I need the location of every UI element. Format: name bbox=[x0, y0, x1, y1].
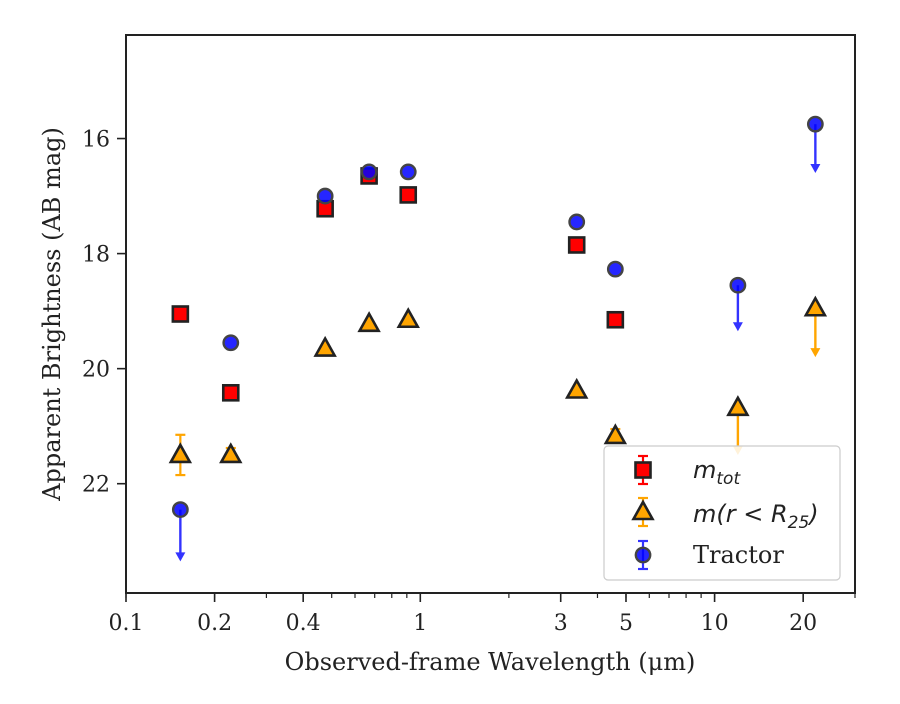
m-tot-point bbox=[567, 236, 586, 254]
y-axis-label: Apparent Brightness (AB mag) bbox=[38, 127, 66, 502]
y-tick-label: 18 bbox=[82, 243, 110, 268]
series-m-r25 bbox=[168, 295, 828, 477]
m-tot-point bbox=[399, 186, 418, 204]
x-tick-label: 10 bbox=[701, 611, 729, 636]
x-tick-label: 0.4 bbox=[286, 611, 321, 636]
m-r25-limit-arrow-head bbox=[810, 348, 821, 358]
y-tick-label: 16 bbox=[82, 128, 110, 153]
series-m-tot bbox=[171, 167, 625, 402]
x-tick-label: 1 bbox=[413, 611, 427, 636]
m-r25-point bbox=[219, 442, 243, 464]
tractor-point bbox=[171, 501, 189, 518]
tractor-point bbox=[222, 334, 240, 352]
y-tick-label: 20 bbox=[82, 358, 110, 383]
m-r25-point bbox=[803, 295, 828, 317]
tractor-limit-arrow-head bbox=[175, 552, 186, 562]
x-tick-label: 3 bbox=[554, 611, 568, 636]
m-r25-point bbox=[564, 377, 589, 399]
legend-label-m-tot: mtot bbox=[693, 456, 741, 489]
legend: mtot m(r < R25) Tractor bbox=[603, 445, 841, 581]
legend-label-m-r25: m(r < R25) bbox=[693, 500, 819, 533]
m-r25-point bbox=[603, 423, 628, 445]
tractor-limit-arrow-head bbox=[732, 322, 743, 332]
m-r25-point bbox=[313, 335, 337, 357]
x-tick-label: 5 bbox=[619, 611, 633, 636]
tractor-point bbox=[729, 276, 747, 294]
tractor-point bbox=[399, 163, 417, 181]
series-tractor bbox=[171, 115, 824, 562]
tractor-limit-arrow-head bbox=[810, 164, 821, 174]
m-r25-point bbox=[168, 442, 193, 464]
plot-frame bbox=[125, 34, 856, 594]
legend-label-tractor: Tractor bbox=[693, 541, 784, 569]
tractor-point bbox=[806, 115, 824, 133]
x-tick-label: 20 bbox=[789, 611, 817, 636]
legend-handle-m-r25 bbox=[631, 499, 655, 521]
x-tick-label: 0.2 bbox=[197, 611, 232, 636]
tractor-point bbox=[606, 260, 624, 278]
x-axis-label: Observed-frame Wavelength (μm) bbox=[285, 648, 696, 676]
legend-handle-tractor bbox=[634, 546, 652, 564]
legend-frame bbox=[603, 445, 841, 581]
m-tot-point bbox=[606, 310, 625, 329]
m-tot-point bbox=[171, 305, 190, 323]
y-tick-label: 22 bbox=[82, 473, 110, 498]
m-r25-point bbox=[396, 307, 420, 329]
tractor-point bbox=[316, 187, 334, 205]
m-r25-point bbox=[357, 311, 381, 333]
tractor-point bbox=[360, 163, 378, 181]
legend-handle-m-tot bbox=[634, 461, 652, 479]
m-r25-point bbox=[726, 395, 750, 417]
m-tot-point bbox=[221, 384, 240, 402]
x-tick-label: 0.1 bbox=[109, 611, 144, 636]
tractor-point bbox=[568, 213, 586, 231]
